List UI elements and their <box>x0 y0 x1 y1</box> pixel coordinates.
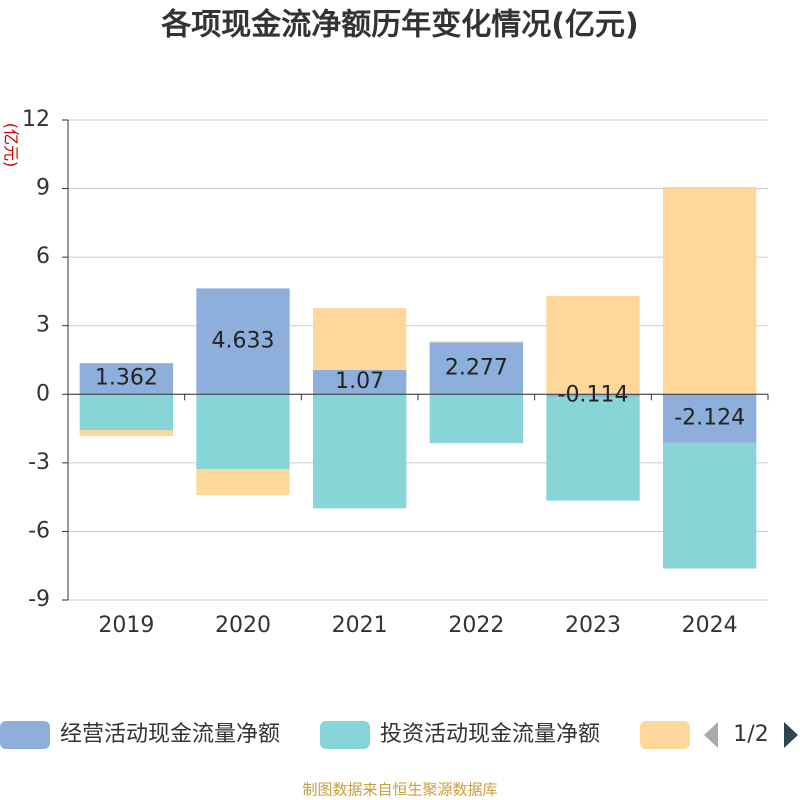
y-tick-label: 3 <box>36 313 50 338</box>
bar <box>313 369 407 395</box>
y-tick-label: 12 <box>22 107 50 132</box>
bar <box>313 308 407 370</box>
legend-next[interactable] <box>784 722 798 748</box>
data-label: 4.633 <box>212 328 275 353</box>
x-tick-label: 2024 <box>682 613 738 638</box>
x-tick-label: 2023 <box>565 613 621 638</box>
bar <box>79 430 173 437</box>
legend-swatch <box>0 721 50 749</box>
bar <box>196 394 290 470</box>
x-tick-label: 2020 <box>215 613 271 638</box>
data-label: -0.114 <box>558 383 629 408</box>
legend-swatch <box>640 721 690 749</box>
bar <box>79 394 173 431</box>
bar <box>196 288 290 395</box>
bar <box>663 394 757 443</box>
y-tick-label: -9 <box>28 587 50 612</box>
data-label: -2.124 <box>674 406 745 431</box>
data-label: 1.07 <box>335 369 384 394</box>
bar <box>429 341 523 343</box>
bar <box>79 363 173 395</box>
legend-swatch <box>320 721 370 749</box>
y-tick-label: 6 <box>36 244 50 269</box>
bar <box>546 296 640 395</box>
x-tick-label: 2022 <box>448 613 504 638</box>
bar <box>663 442 757 569</box>
bar <box>546 396 640 501</box>
bar <box>663 186 757 395</box>
legend-label: 经营活动现金流量净额 <box>60 722 280 747</box>
bar <box>429 342 523 395</box>
y-tick-label: -6 <box>28 518 50 543</box>
y-tick-label: 0 <box>36 381 50 406</box>
data-label: 2.277 <box>445 355 508 380</box>
legend-prev[interactable] <box>704 722 718 748</box>
legend-page: 1/2 <box>733 722 768 747</box>
bar <box>546 394 640 397</box>
data-label: 1.362 <box>95 366 158 391</box>
legend-label: 投资活动现金流量净额 <box>380 722 600 747</box>
y-axis-label: (亿元) <box>2 123 21 168</box>
x-tick-label: 2021 <box>332 613 388 638</box>
chart-title: 各项现金流净额历年变化情况(亿元) <box>160 8 638 43</box>
bar <box>313 394 407 509</box>
footer: 制图数据来自恒生聚源数据库 <box>302 781 497 799</box>
bar <box>196 469 290 496</box>
y-tick-label: 9 <box>36 176 50 201</box>
bar <box>429 394 523 444</box>
y-tick-label: -3 <box>28 450 50 475</box>
x-tick-label: 2019 <box>98 613 154 638</box>
